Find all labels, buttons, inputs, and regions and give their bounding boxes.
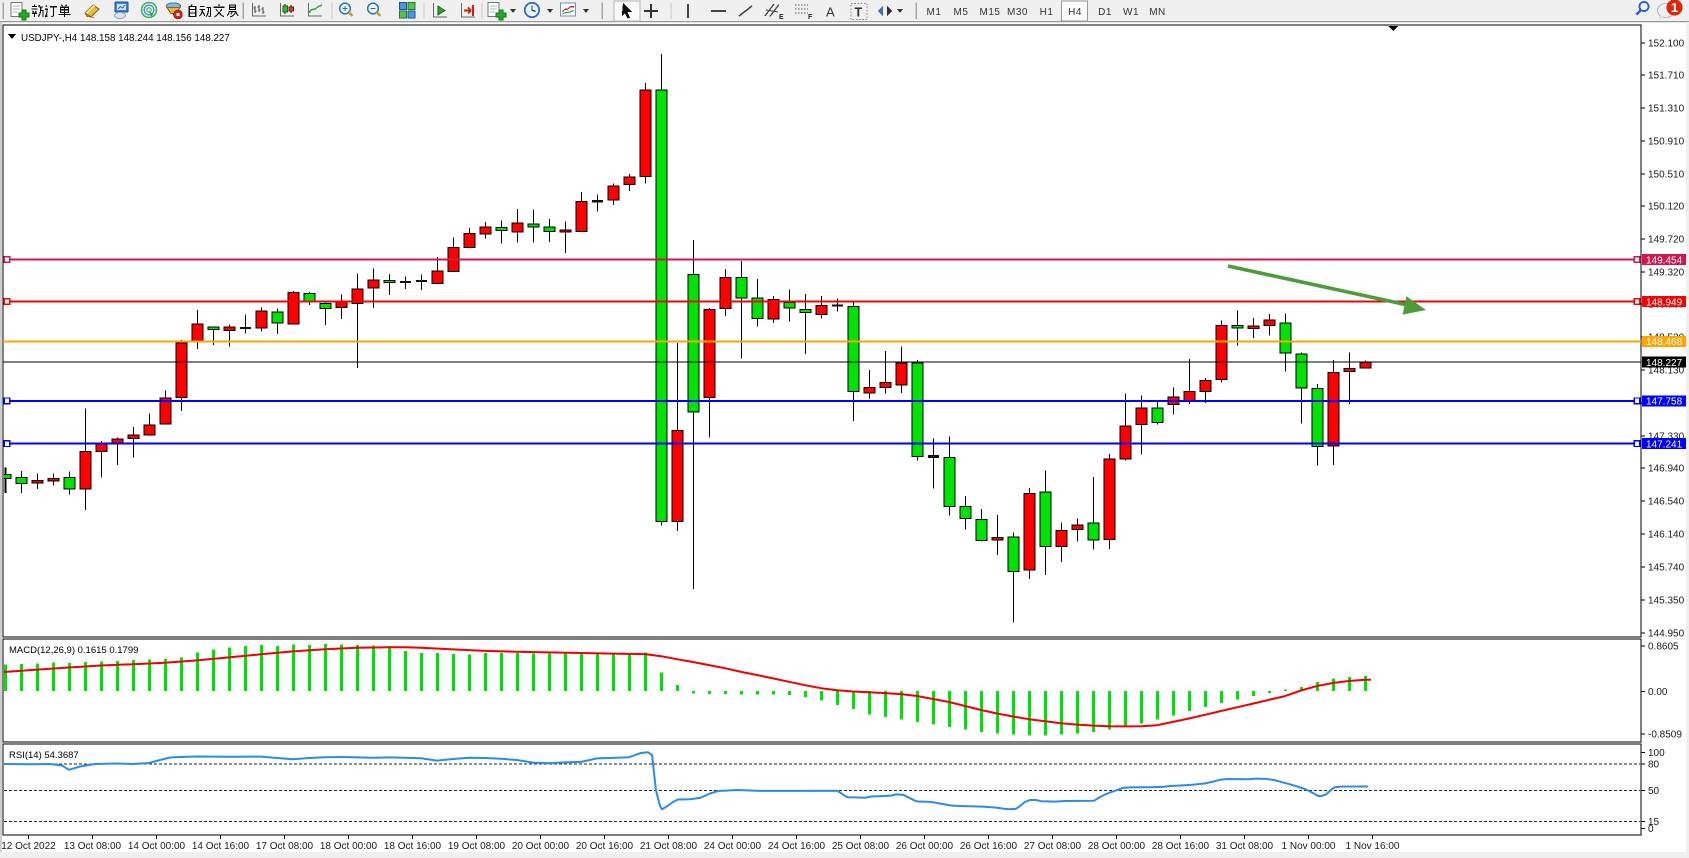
svg-text:100: 100	[1648, 748, 1665, 759]
svg-text:20 Oct 00:00: 20 Oct 00:00	[512, 841, 570, 852]
svg-text:150.120: 150.120	[1648, 202, 1685, 213]
svg-text:H4: H4	[1068, 7, 1082, 18]
svg-text:18 Oct 16:00: 18 Oct 16:00	[384, 841, 442, 852]
svg-text:12 Oct 2022: 12 Oct 2022	[1, 841, 56, 852]
svg-text:0: 0	[1648, 824, 1654, 835]
svg-text:24 Oct 00:00: 24 Oct 00:00	[704, 841, 762, 852]
svg-text:MACD(12,26,9) 0.1615 0.1799: MACD(12,26,9) 0.1615 0.1799	[9, 645, 138, 656]
svg-text:148.130: 148.130	[1648, 366, 1685, 377]
svg-text:15: 15	[1648, 817, 1660, 828]
svg-text:W1: W1	[1123, 7, 1139, 18]
svg-text:148.227: 148.227	[1646, 358, 1683, 369]
svg-text:MN: MN	[1149, 7, 1166, 18]
svg-text:152.100: 152.100	[1648, 39, 1685, 50]
svg-text:M1: M1	[927, 7, 942, 18]
svg-text:14 Oct 00:00: 14 Oct 00:00	[128, 841, 186, 852]
svg-text:148.949: 148.949	[1646, 297, 1683, 308]
svg-text:17 Oct 08:00: 17 Oct 08:00	[256, 841, 314, 852]
svg-text:50: 50	[1648, 786, 1660, 797]
svg-text:26 Oct 16:00: 26 Oct 16:00	[960, 841, 1018, 852]
svg-text:149.454: 149.454	[1646, 255, 1683, 266]
svg-text:0.00: 0.00	[1648, 687, 1668, 698]
svg-text:20 Oct 16:00: 20 Oct 16:00	[576, 841, 634, 852]
svg-text:146.140: 146.140	[1648, 530, 1685, 541]
svg-text:1: 1	[1671, 0, 1678, 15]
svg-text:M5: M5	[954, 7, 969, 18]
svg-text:150.510: 150.510	[1648, 170, 1685, 181]
svg-text:148.468: 148.468	[1646, 337, 1683, 348]
svg-text:26 Oct 00:00: 26 Oct 00:00	[896, 841, 954, 852]
svg-text:145.740: 145.740	[1648, 563, 1685, 574]
svg-text:D1: D1	[1098, 7, 1112, 18]
svg-text:28 Oct 16:00: 28 Oct 16:00	[1152, 841, 1210, 852]
svg-text:19 Oct 08:00: 19 Oct 08:00	[448, 841, 506, 852]
svg-text:80: 80	[1648, 760, 1660, 771]
svg-text:USDJPY-,H4 148.158 148.244 14: USDJPY-,H4 148.158 148.244 148.156 148.2…	[21, 33, 230, 44]
svg-text:145.350: 145.350	[1648, 596, 1685, 607]
svg-text:147.241: 147.241	[1646, 440, 1683, 451]
svg-text:H1: H1	[1040, 7, 1054, 18]
svg-text:28 Oct 00:00: 28 Oct 00:00	[1088, 841, 1146, 852]
svg-text:147.758: 147.758	[1646, 397, 1683, 408]
svg-text:146.940: 146.940	[1648, 464, 1685, 475]
svg-text:146.540: 146.540	[1648, 497, 1685, 508]
svg-text:F: F	[808, 14, 813, 21]
svg-text:1 Nov 00:00: 1 Nov 00:00	[1282, 841, 1336, 852]
svg-text:151.310: 151.310	[1648, 104, 1685, 115]
svg-text:149.720: 149.720	[1648, 235, 1685, 246]
svg-text:RSI(14) 54.3687: RSI(14) 54.3687	[9, 750, 79, 761]
svg-text:14 Oct 16:00: 14 Oct 16:00	[192, 841, 250, 852]
svg-text:18 Oct 00:00: 18 Oct 00:00	[320, 841, 378, 852]
svg-text:1 Nov 16:00: 1 Nov 16:00	[1346, 841, 1400, 852]
svg-text:147.330: 147.330	[1648, 432, 1685, 443]
svg-text:M30: M30	[1007, 7, 1028, 18]
svg-text:150.910: 150.910	[1648, 137, 1685, 148]
svg-text:E: E	[779, 14, 784, 21]
svg-text:T: T	[855, 6, 863, 20]
svg-text:A: A	[826, 5, 835, 20]
svg-text:31 Oct 08:00: 31 Oct 08:00	[1216, 841, 1274, 852]
svg-text:151.710: 151.710	[1648, 71, 1685, 82]
svg-text:-0.8509: -0.8509	[1648, 730, 1682, 741]
svg-text:149.320: 149.320	[1648, 268, 1685, 279]
svg-text:21 Oct 08:00: 21 Oct 08:00	[640, 841, 698, 852]
svg-text:M15: M15	[980, 7, 1001, 18]
svg-text:27 Oct 08:00: 27 Oct 08:00	[1024, 841, 1082, 852]
svg-text:0.8605: 0.8605	[1648, 642, 1679, 653]
svg-text:144.950: 144.950	[1648, 629, 1685, 640]
svg-text:13 Oct 08:00: 13 Oct 08:00	[64, 841, 122, 852]
svg-text:24 Oct 16:00: 24 Oct 16:00	[768, 841, 826, 852]
svg-text:25 Oct 08:00: 25 Oct 08:00	[832, 841, 890, 852]
